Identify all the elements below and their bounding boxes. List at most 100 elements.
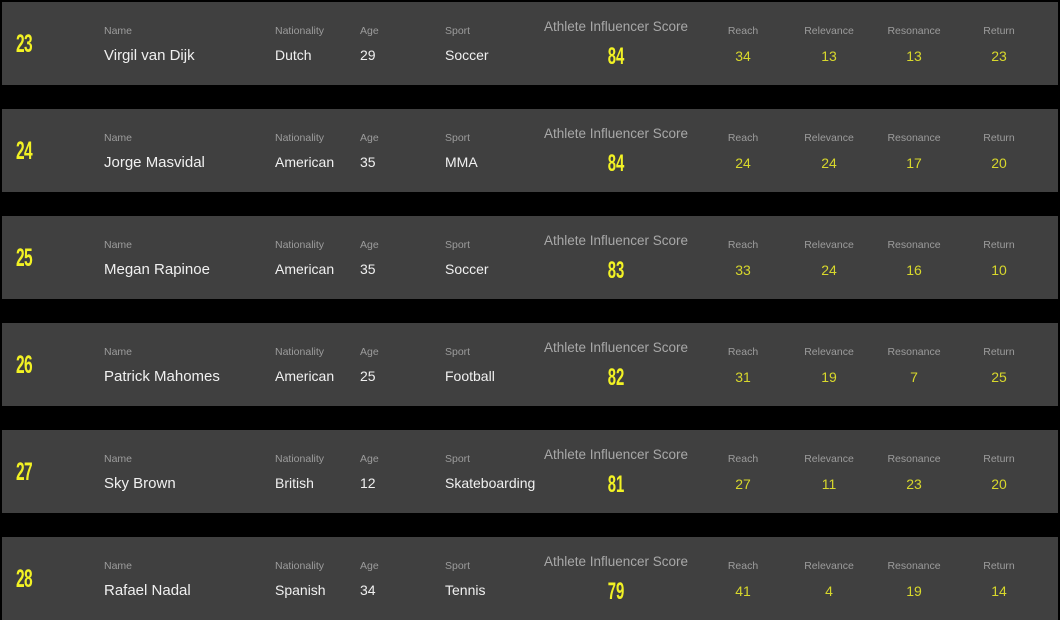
sport-label: Sport <box>445 239 471 251</box>
return-label: Return <box>983 239 1015 251</box>
score-label: Athlete Influencer Score <box>543 447 689 462</box>
reach-label: Reach <box>727 346 759 358</box>
rank: 27 <box>16 458 33 486</box>
resonance-value: 13 <box>906 48 922 64</box>
name-label: Name <box>104 346 133 358</box>
age-value: 35 <box>360 261 376 277</box>
age-label: Age <box>360 453 379 465</box>
resonance-value: 7 <box>910 369 918 385</box>
sport-value: Tennis <box>445 582 486 598</box>
reach-value: 34 <box>735 48 751 64</box>
athlete-name: Megan Rapinoe <box>104 261 210 278</box>
sport-label: Sport <box>445 453 471 465</box>
athlete-name: Patrick Mahomes <box>104 368 220 385</box>
return-value: 20 <box>991 476 1007 492</box>
name-label: Name <box>104 132 133 144</box>
sport-value: Soccer <box>445 47 489 63</box>
athlete-row[interactable]: 25 Name Megan Rapinoe Nationality Americ… <box>2 216 1058 299</box>
rank: 25 <box>16 244 33 272</box>
reach-label: Reach <box>727 453 759 465</box>
influencer-score: 81 <box>607 471 625 498</box>
score-label: Athlete Influencer Score <box>543 126 689 141</box>
sport-value: Soccer <box>445 261 489 277</box>
return-value: 20 <box>991 155 1007 171</box>
relevance-label: Relevance <box>804 132 854 144</box>
reach-value: 27 <box>735 476 751 492</box>
relevance-value: 24 <box>821 155 837 171</box>
reach-label: Reach <box>727 25 759 37</box>
rank: 23 <box>16 30 33 58</box>
athlete-row[interactable]: 27 Name Sky Brown Nationality British Ag… <box>2 430 1058 513</box>
return-value: 23 <box>991 48 1007 64</box>
sport-value: Skateboarding <box>445 475 536 491</box>
score-label: Athlete Influencer Score <box>543 554 689 569</box>
reach-label: Reach <box>727 239 759 251</box>
resonance-value: 16 <box>906 262 922 278</box>
return-value: 25 <box>991 369 1007 385</box>
reach-label: Reach <box>727 132 759 144</box>
return-label: Return <box>983 346 1015 358</box>
sport-label: Sport <box>445 25 471 37</box>
influencer-score: 82 <box>607 364 625 391</box>
score-label: Athlete Influencer Score <box>543 340 689 355</box>
relevance-value: 19 <box>821 369 837 385</box>
reach-value: 33 <box>735 262 751 278</box>
rank: 24 <box>16 137 33 165</box>
reach-value: 31 <box>735 369 751 385</box>
nationality-label: Nationality <box>275 346 325 358</box>
nationality-value: Dutch <box>275 47 312 63</box>
resonance-value: 17 <box>906 155 922 171</box>
reach-value: 41 <box>735 583 751 599</box>
age-value: 29 <box>360 47 376 63</box>
athlete-name: Rafael Nadal <box>104 582 191 599</box>
nationality-value: American <box>275 154 335 170</box>
influencer-score: 84 <box>607 43 625 70</box>
sport-value: Football <box>445 368 495 384</box>
score-label: Athlete Influencer Score <box>543 19 689 34</box>
age-label: Age <box>360 132 379 144</box>
resonance-label: Resonance <box>887 346 941 358</box>
sport-label: Sport <box>445 132 471 144</box>
sport-label: Sport <box>445 346 471 358</box>
relevance-label: Relevance <box>804 25 854 37</box>
resonance-label: Resonance <box>887 239 941 251</box>
athlete-name: Jorge Masvidal <box>104 154 205 171</box>
relevance-value: 11 <box>821 476 837 492</box>
return-label: Return <box>983 560 1015 572</box>
age-value: 12 <box>360 475 376 491</box>
age-label: Age <box>360 346 379 358</box>
name-label: Name <box>104 560 133 572</box>
resonance-label: Resonance <box>887 560 941 572</box>
name-label: Name <box>104 453 133 465</box>
resonance-label: Resonance <box>887 132 941 144</box>
athlete-row[interactable]: 24 Name Jorge Masvidal Nationality Ameri… <box>2 109 1058 192</box>
resonance-value: 23 <box>906 476 922 492</box>
rank: 26 <box>16 351 33 379</box>
return-label: Return <box>983 453 1015 465</box>
age-value: 25 <box>360 368 376 384</box>
athlete-row[interactable]: 28 Name Rafael Nadal Nationality Spanish… <box>2 537 1058 620</box>
relevance-label: Relevance <box>804 453 854 465</box>
resonance-label: Resonance <box>887 453 941 465</box>
athlete-row[interactable]: 26 Name Patrick Mahomes Nationality Amer… <box>2 323 1058 406</box>
relevance-value: 4 <box>825 583 833 599</box>
influencer-score: 84 <box>607 150 625 177</box>
nationality-value: Spanish <box>275 582 326 598</box>
relevance-label: Relevance <box>804 346 854 358</box>
nationality-label: Nationality <box>275 560 325 572</box>
age-label: Age <box>360 560 379 572</box>
relevance-label: Relevance <box>804 239 854 251</box>
athlete-name: Sky Brown <box>104 475 176 492</box>
score-label: Athlete Influencer Score <box>543 233 689 248</box>
influencer-score: 83 <box>607 257 625 284</box>
resonance-label: Resonance <box>887 25 941 37</box>
sport-value: MMA <box>445 154 478 170</box>
athlete-row[interactable]: 23 Name Virgil van Dijk Nationality Dutc… <box>2 2 1058 85</box>
age-value: 34 <box>360 582 376 598</box>
nationality-label: Nationality <box>275 25 325 37</box>
relevance-label: Relevance <box>804 560 854 572</box>
reach-value: 24 <box>735 155 751 171</box>
sport-label: Sport <box>445 560 471 572</box>
age-label: Age <box>360 239 379 251</box>
name-label: Name <box>104 239 133 251</box>
